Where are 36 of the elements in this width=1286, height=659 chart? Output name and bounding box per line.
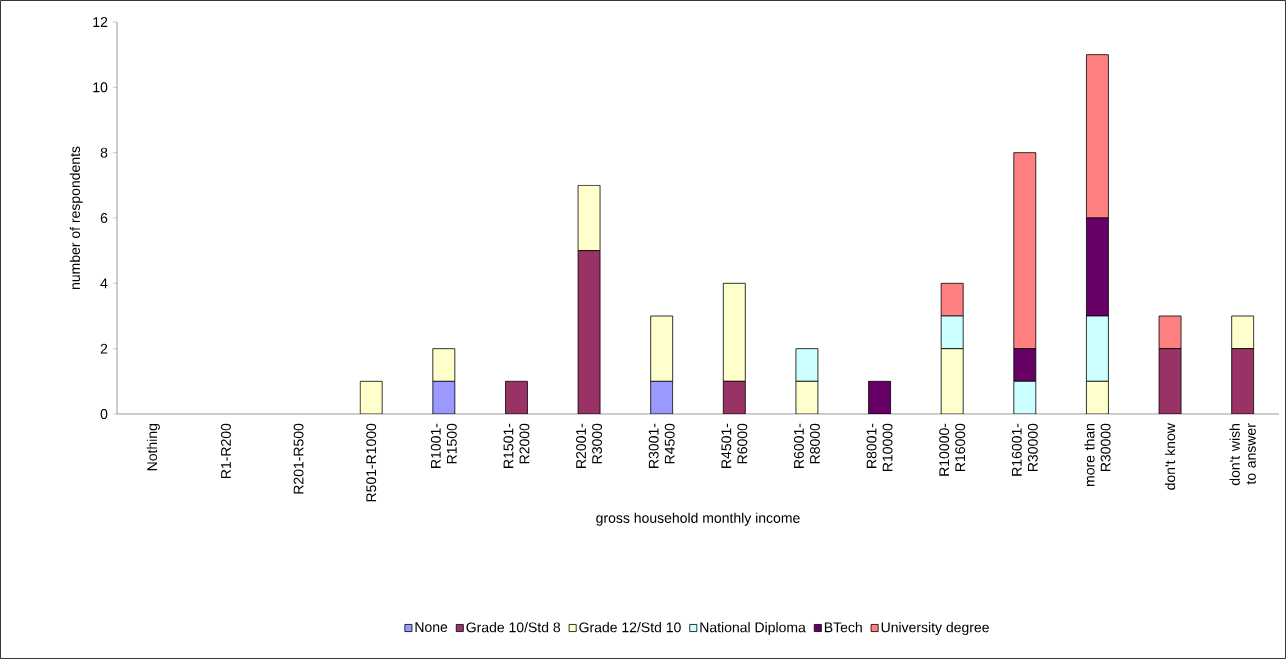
x-tick-label: don't wish to answer xyxy=(1229,423,1256,486)
y-tick-label: 10 xyxy=(93,82,108,93)
x-tick-label: R1-R200 xyxy=(220,423,231,479)
x-tick-label: R10000- R16000 xyxy=(939,423,966,476)
y-tick-label: 12 xyxy=(93,17,108,27)
bar xyxy=(1013,348,1037,382)
x-axis-title: gross household monthly income xyxy=(596,512,800,526)
y-tick-label: 8 xyxy=(100,147,108,158)
x-tick-label: R1001-R1500 xyxy=(430,423,457,468)
bar xyxy=(1086,217,1109,317)
y-tick-label: 0 xyxy=(100,409,108,419)
x-tick-label: R6001-R8000 xyxy=(793,423,820,468)
y-axis-title: number of respondents xyxy=(69,146,83,290)
legend-label: BTech xyxy=(824,622,862,633)
y-tick-label: 4 xyxy=(100,278,108,289)
x-tick-label: R2001-R3000 xyxy=(576,423,603,468)
bar xyxy=(868,380,891,414)
x-tick-label: R16001- R30000 xyxy=(1011,423,1038,476)
x-tick-label: don't know xyxy=(1164,423,1176,490)
x-tick-label: R501-R1000 xyxy=(366,423,377,502)
legend-label: National Diploma xyxy=(700,622,806,636)
bar xyxy=(650,380,674,414)
y-tick-label: 2 xyxy=(100,343,108,354)
bar xyxy=(432,380,456,414)
legend-label: Grade 10/Std 8 xyxy=(466,622,561,633)
legend-label: None xyxy=(415,622,448,633)
legend-label: Grade 12/Std 10 xyxy=(579,622,681,633)
x-tick-label: R201-R500 xyxy=(293,423,304,494)
x-tick-label: R3001-R4500 xyxy=(648,423,675,468)
x-tick-label: R4501-R6000 xyxy=(721,423,748,468)
y-tick-label: 6 xyxy=(100,213,108,223)
x-tick-label: Nothing xyxy=(146,424,160,471)
x-tick-label: R8001-R10000 xyxy=(866,423,893,472)
x-tick-label: R1501-R2000 xyxy=(503,423,530,468)
legend-label: University degree xyxy=(881,622,989,636)
x-tick-label: more than R30000 xyxy=(1084,423,1111,487)
